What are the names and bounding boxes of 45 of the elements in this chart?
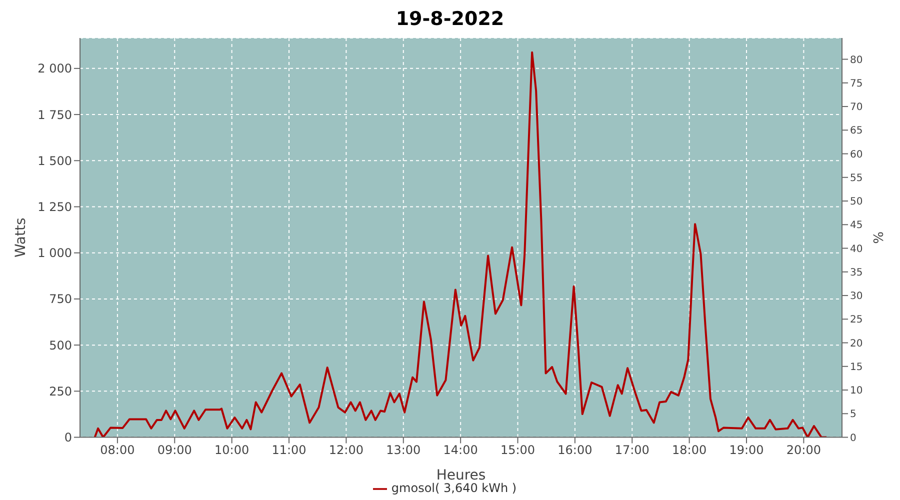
y-tick-label: 1 500 <box>38 154 72 168</box>
x-tick-label: 15:00 <box>500 442 536 457</box>
y2-tick-label: 0 <box>850 432 856 444</box>
y2-tick-label: 50 <box>850 196 863 208</box>
y-tick-label: 500 <box>49 338 72 352</box>
y2-tick-label: 25 <box>850 314 863 326</box>
y-tick-label: 750 <box>49 292 72 306</box>
x-tick-label: 19:00 <box>729 442 764 457</box>
y-tick-label: 1 000 <box>38 246 72 260</box>
x-axis-title: Heures <box>436 467 486 484</box>
x-tick-label: 09:00 <box>157 442 192 457</box>
y-tick-label: 250 <box>49 384 72 398</box>
y-tick-label: 1 750 <box>38 108 72 122</box>
chart-title: 19-8-2022 <box>394 8 506 32</box>
y-tick-label: 1 250 <box>38 200 72 214</box>
y2-tick-label: 65 <box>850 126 863 137</box>
y2-tick-label: 70 <box>850 102 863 114</box>
y2-tick-label: 5 <box>850 409 856 420</box>
y-tick-label: 2 000 <box>38 62 72 76</box>
x-tick-label: 18:00 <box>672 442 707 457</box>
y2-tick-label: 55 <box>850 172 863 184</box>
y2-tick-label: 30 <box>850 291 863 302</box>
x-tick-label: 20:00 <box>786 442 821 457</box>
y2-tick-label: 35 <box>850 267 863 278</box>
x-tick-label: 11:00 <box>272 442 306 457</box>
y2-tick-label: 20 <box>850 338 863 350</box>
line-series <box>94 51 828 438</box>
x-tick-label: 17:00 <box>614 442 650 457</box>
x-tick-label: 12:00 <box>328 442 364 457</box>
x-tick-label: 16:00 <box>558 442 592 457</box>
y2-tick-label: 60 <box>850 149 863 160</box>
y2-tick-label: 10 <box>850 386 863 397</box>
y-axis-title: Watts <box>12 218 29 258</box>
x-tick-label: 14:00 <box>443 442 478 457</box>
y2-tick-label: 80 <box>850 54 863 66</box>
y2-axis-title: % <box>869 231 884 244</box>
x-tick-label: 08:00 <box>100 442 135 457</box>
y2-tick-label: 45 <box>850 220 863 232</box>
y2-tick-label: 15 <box>850 362 863 373</box>
y2-tick-label: 40 <box>850 244 863 255</box>
x-tick-label: 10:00 <box>214 442 250 457</box>
y2-tick-label: 75 <box>850 78 863 90</box>
x-tick-label: 13:00 <box>386 442 421 457</box>
legend-label: gmosol( 3,640 kWh ) <box>391 481 517 496</box>
y-tick-label: 0 <box>64 430 72 445</box>
